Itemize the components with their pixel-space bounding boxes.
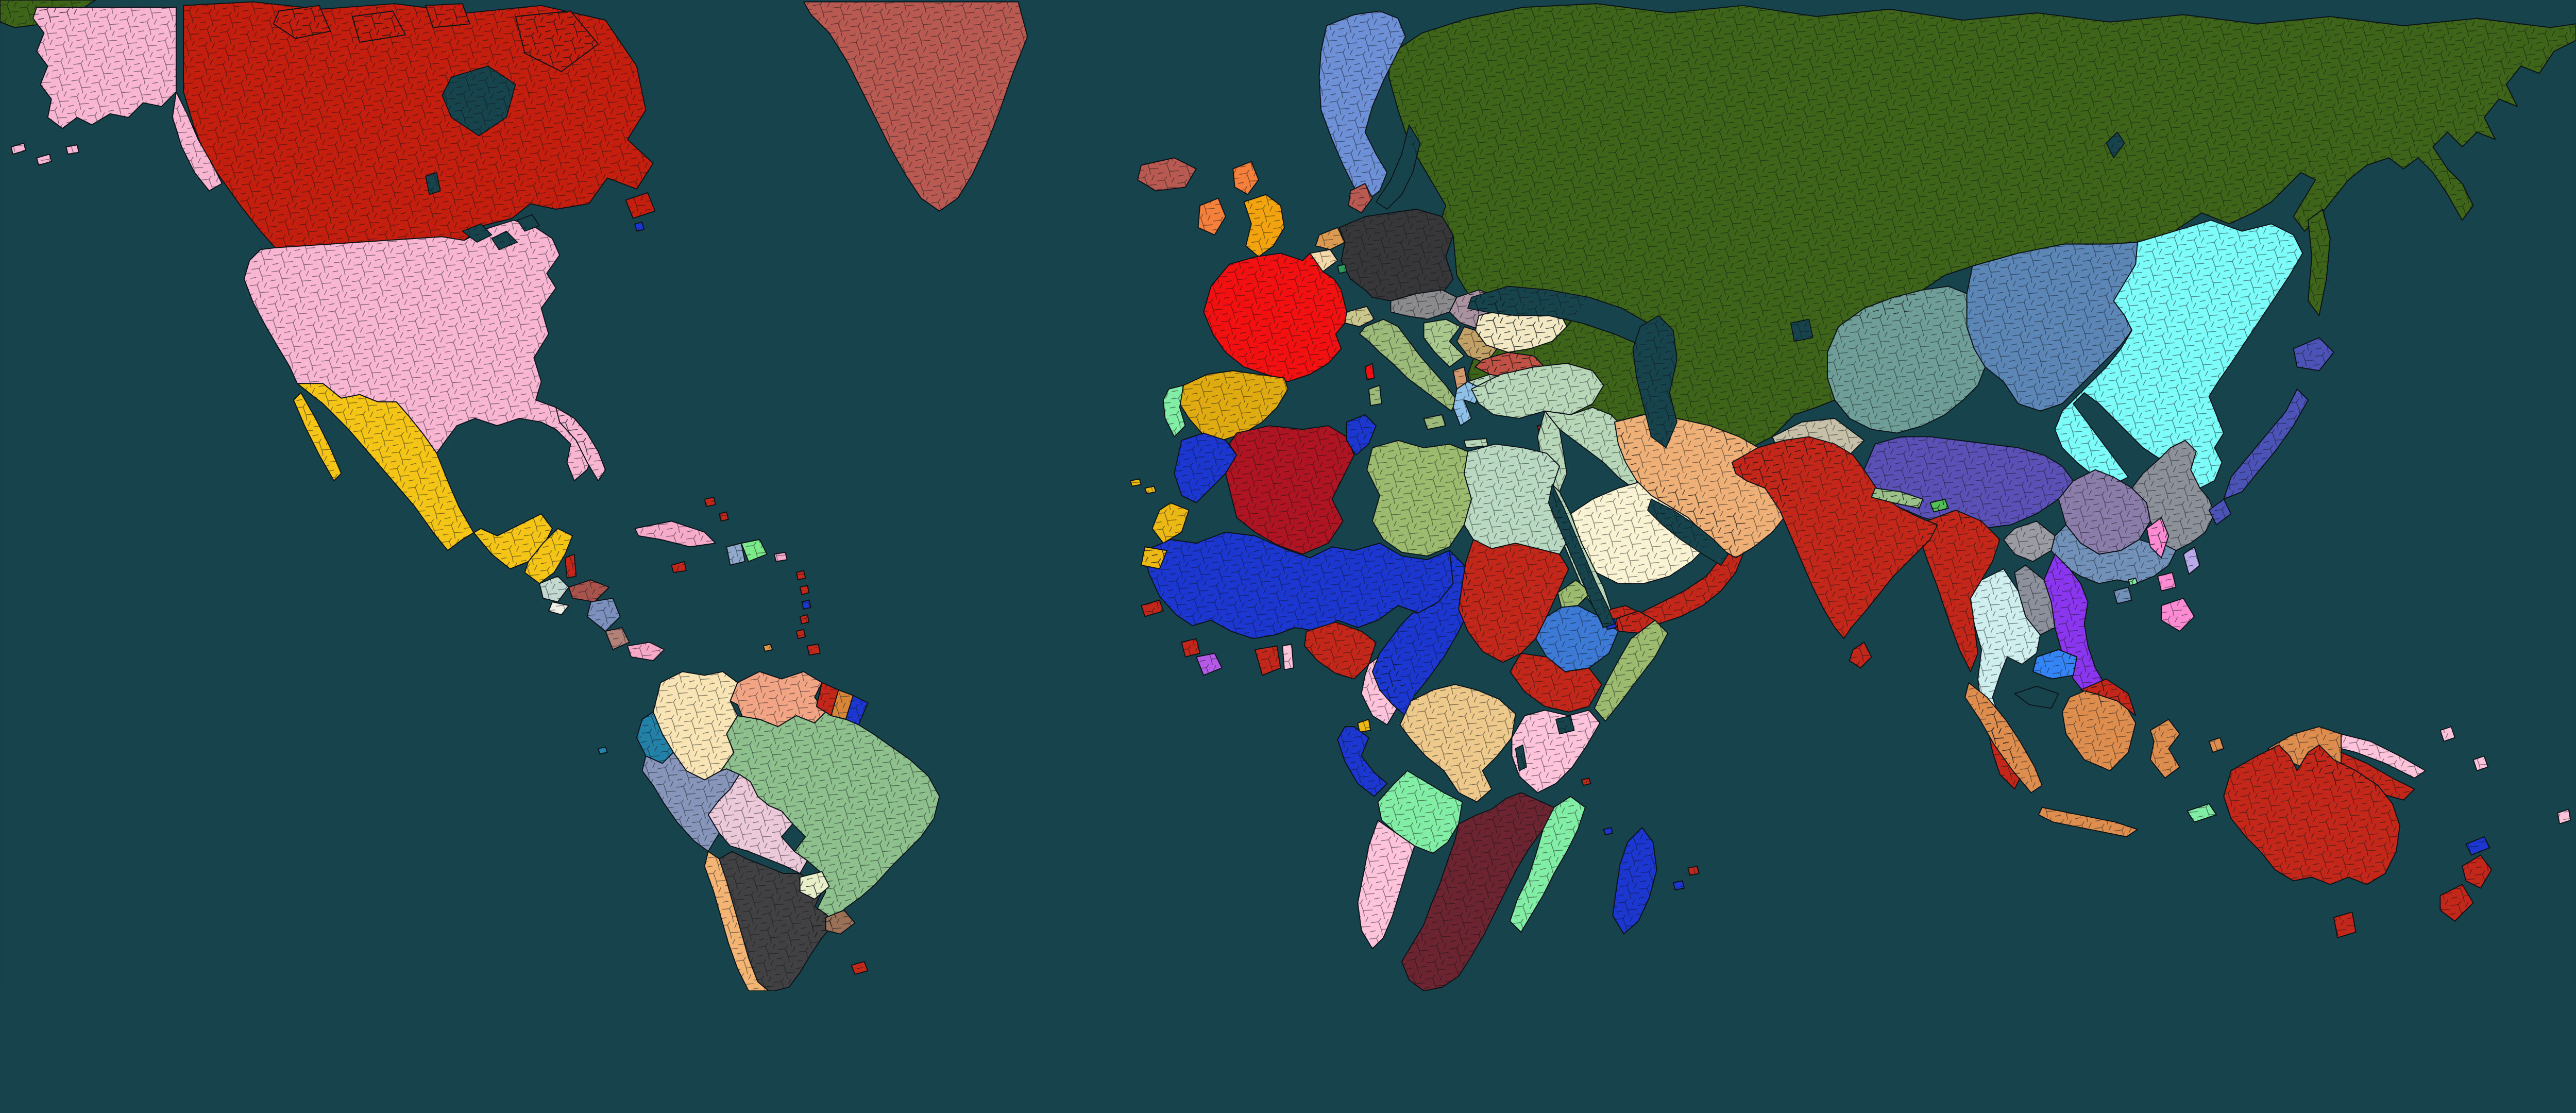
world-political-map[interactable] xyxy=(0,0,2576,991)
country-corsica[interactable] xyxy=(1364,363,1375,381)
country-trinidad[interactable] xyxy=(806,644,821,656)
country-antilles-4[interactable] xyxy=(795,629,806,639)
country-galapagos[interactable] xyxy=(597,746,608,755)
country-reunion[interactable] xyxy=(1672,880,1685,891)
country-crete[interactable] xyxy=(1463,438,1489,448)
country-hainan[interactable] xyxy=(2113,586,2133,604)
country-antilles-3[interactable] xyxy=(799,614,810,625)
country-puertorico[interactable] xyxy=(773,551,788,562)
country-bahamas-2[interactable] xyxy=(719,511,729,522)
country-usa-aleutian-3[interactable] xyxy=(65,144,80,155)
country-bahamas-1[interactable] xyxy=(704,497,716,507)
country-comoros[interactable] xyxy=(1603,827,1614,836)
country-antilles-1[interactable] xyxy=(795,570,806,581)
country-togo[interactable] xyxy=(1282,644,1294,670)
country-antilles-2[interactable] xyxy=(799,585,810,595)
country-zanzibar[interactable] xyxy=(1581,777,1591,786)
country-canaries-2[interactable] xyxy=(1144,485,1157,494)
lake-aral xyxy=(1790,318,1814,342)
country-sierraleone[interactable] xyxy=(1181,638,1201,657)
country-sardinia[interactable] xyxy=(1368,384,1382,407)
country-stpierre[interactable] xyxy=(634,221,645,232)
lake-victoria xyxy=(1555,715,1575,735)
country-belize[interactable] xyxy=(564,553,577,579)
country-philippines-visayas[interactable] xyxy=(2157,572,2177,592)
country-mauritius[interactable] xyxy=(1687,865,1700,876)
country-canada-island-3[interactable] xyxy=(425,3,470,28)
country-canaries-1[interactable] xyxy=(1129,478,1142,487)
country-antilles-blue[interactable] xyxy=(801,599,812,610)
country-curacao[interactable] xyxy=(762,644,773,652)
country-luxembourg[interactable] xyxy=(1337,263,1347,274)
country-macau[interactable] xyxy=(2128,577,2138,586)
map-viewport xyxy=(0,0,2576,991)
